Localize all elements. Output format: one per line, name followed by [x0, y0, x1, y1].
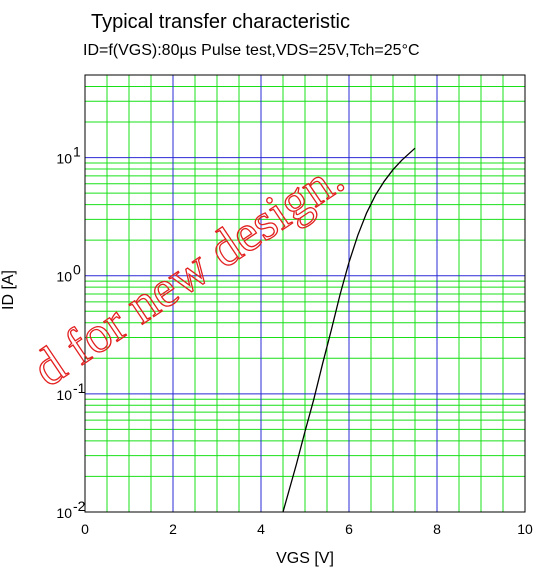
y-tick-exponent: 0: [73, 262, 81, 278]
x-tick-label: 6: [345, 521, 353, 537]
x-axis-label: VGS [V]: [276, 550, 334, 567]
data-series-line: [282, 147, 416, 513]
y-tick-label: 10: [56, 151, 72, 167]
y-axis-label: ID [A]: [0, 270, 17, 310]
chart-subtitle: ID=f(VGS):80µs Pulse test,VDS=25V,Tch=25…: [83, 42, 420, 59]
y-tick-exponent: -2: [73, 498, 86, 514]
y-tick-exponent: -1: [73, 380, 86, 396]
y-tick-exponent: 1: [73, 144, 81, 160]
x-tick-label: 2: [169, 521, 177, 537]
x-tick-label: 0: [81, 521, 89, 537]
x-tick-label: 8: [433, 521, 441, 537]
y-tick-label: 10: [56, 269, 72, 285]
plot-frame: [84, 74, 526, 513]
y-tick-label: 10: [56, 505, 72, 521]
x-tick-label: 10: [517, 521, 533, 537]
y-tick-label: 10: [56, 387, 72, 403]
x-tick-label: 4: [257, 521, 265, 537]
chart-title: Typical transfer characteristic: [91, 11, 350, 33]
